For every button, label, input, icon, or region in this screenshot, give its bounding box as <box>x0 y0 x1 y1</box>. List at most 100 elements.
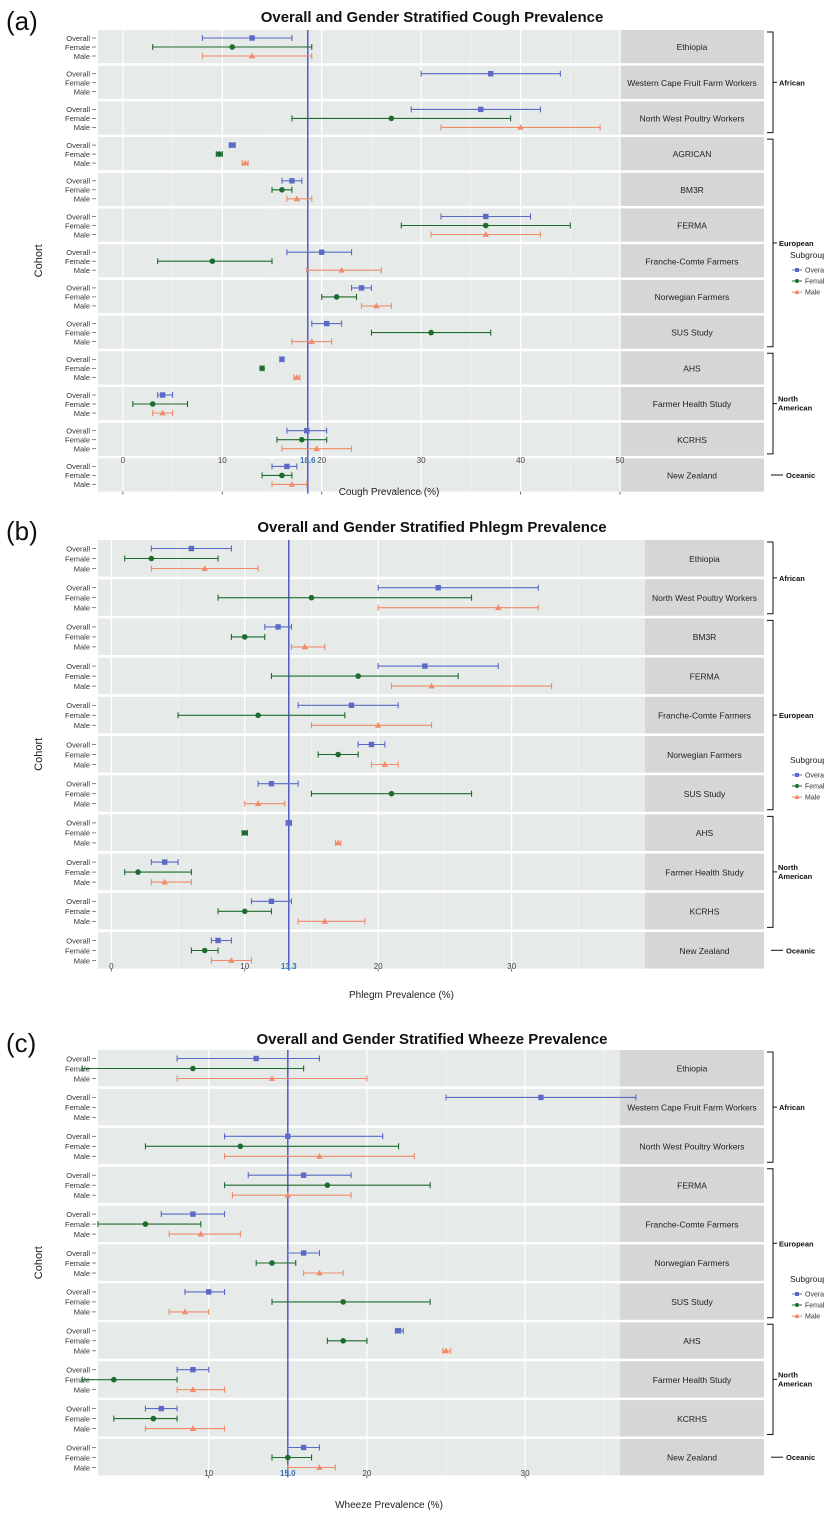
row-label: Male <box>74 839 90 848</box>
male-point <box>159 409 166 416</box>
row-label: Male <box>74 123 90 132</box>
overall-point <box>286 820 292 826</box>
row-label: Female <box>65 946 90 955</box>
row-label: Female <box>65 750 90 759</box>
cohort-strip <box>620 208 764 242</box>
overall-point <box>319 249 325 255</box>
overall-point <box>268 898 275 904</box>
cohort-strip <box>620 1166 764 1204</box>
row-label: Male <box>74 564 90 573</box>
overall-point <box>300 1444 307 1451</box>
region-label: African <box>779 574 805 583</box>
male-point <box>381 761 389 767</box>
row-label: Overall <box>66 284 90 293</box>
cohort-label: New Zealand <box>679 946 729 956</box>
overall-point <box>253 1055 259 1062</box>
female-point <box>279 187 285 193</box>
male-point <box>334 839 342 846</box>
legend-key-triangle <box>794 289 800 294</box>
female-point <box>340 1299 346 1305</box>
row-label: Male <box>74 1269 90 1278</box>
row-label: Overall <box>66 1210 90 1219</box>
cohort-label: KCRHS <box>677 435 707 445</box>
row-label: Female <box>65 1453 90 1462</box>
row-label: Overall <box>66 1054 90 1063</box>
cohort-label: FERMA <box>690 671 720 681</box>
row-label: Female <box>65 436 90 445</box>
row-label: Female <box>65 672 90 681</box>
legend-key-square <box>795 268 799 272</box>
legend-key-triangle <box>794 794 800 799</box>
cohort-band <box>98 279 620 314</box>
overall-point <box>229 142 235 148</box>
row-label: Male <box>74 373 90 382</box>
row-label: Male <box>74 1463 90 1472</box>
row-label: Overall <box>66 1443 90 1452</box>
cohort-label: SUS Study <box>684 789 726 799</box>
x-tick-label: 0 <box>121 456 126 465</box>
row-label: Overall <box>66 544 90 553</box>
overall-point <box>368 741 375 748</box>
male-point <box>189 1425 197 1431</box>
overall-point <box>300 1172 307 1178</box>
overall-point <box>488 71 494 77</box>
row-label: Overall <box>66 427 90 436</box>
female-point <box>150 1415 157 1422</box>
overall-point <box>215 937 221 944</box>
female-point <box>324 1182 331 1188</box>
row-label: Overall <box>66 1366 90 1375</box>
cohort-label: Norwegian Farmers <box>655 292 730 302</box>
cohort-strip <box>620 1050 764 1087</box>
cohort-label: Franche-Comte Farmers <box>645 256 738 266</box>
region-label: North American <box>778 1370 813 1388</box>
male-point <box>284 1191 292 1198</box>
x-tick-label: 10 <box>240 962 249 971</box>
cohort-strip <box>645 775 764 812</box>
row-label: Male <box>74 682 90 691</box>
x-tick-label: 10 <box>218 456 227 465</box>
cough-panel: (a) Overall and Gender Stratified Cough P… <box>0 0 824 505</box>
row-label: Female <box>65 79 90 88</box>
chart-title: Overall and Gender Stratified Cough Prev… <box>261 9 604 26</box>
female-point <box>241 830 248 836</box>
row-label: Male <box>74 302 90 311</box>
cohort-strip <box>645 696 764 734</box>
cohort-label: SUS Study <box>671 328 713 338</box>
overall-point <box>190 1211 196 1217</box>
cohort-label: AHS <box>683 363 701 373</box>
cohort-label: North West Poultry Workers <box>639 1142 744 1152</box>
cohort-label: Franche-Comte Farmers <box>658 711 751 721</box>
cohort-strip <box>620 244 764 278</box>
female-point <box>216 151 223 157</box>
row-label: Overall <box>66 1132 90 1141</box>
cohort-strip <box>645 853 764 891</box>
cohort-label: BM3R <box>693 632 717 642</box>
cohort-band <box>98 172 620 206</box>
row-label: Overall <box>66 584 90 593</box>
panel-label: (c) <box>6 1028 36 1058</box>
male-point <box>288 481 296 487</box>
row-label: Female <box>65 1414 90 1423</box>
legend-label: Female <box>805 279 824 286</box>
overall-point <box>206 1289 212 1295</box>
overall-point <box>435 585 441 591</box>
legend-label: Female <box>805 784 824 791</box>
legend-label: Female <box>805 1303 824 1310</box>
male-point <box>248 52 256 59</box>
female-point <box>335 751 341 758</box>
male-point <box>338 266 345 273</box>
row-label: Overall <box>66 391 90 400</box>
row-label: Male <box>74 88 90 97</box>
region-label: European <box>779 239 814 248</box>
cohort-strip <box>645 618 764 655</box>
female-point <box>241 634 248 640</box>
row-label: Female <box>65 868 90 877</box>
female-point <box>209 258 216 265</box>
male-point <box>308 338 315 344</box>
reference-label: 15.0 <box>280 1469 296 1478</box>
male-point <box>313 445 320 452</box>
row-label: Male <box>74 445 90 454</box>
female-point <box>237 1143 244 1150</box>
y-axis-label: Cohort <box>33 738 45 771</box>
female-point <box>135 869 141 875</box>
